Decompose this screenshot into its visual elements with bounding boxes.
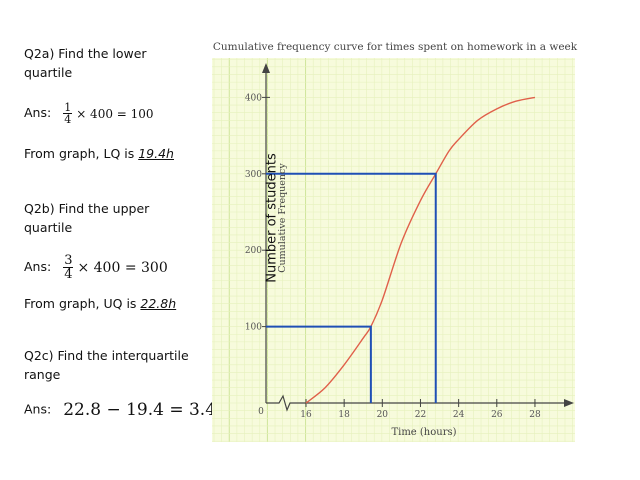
chart-title: Cumulative frequency curve for times spe… [213,41,578,53]
x-tick-label: 26 [491,410,503,420]
x-tick-label: 20 [377,410,389,420]
formula-rest: × 400 = 300 [77,259,168,276]
x-axis-arrow [564,399,574,407]
grid [212,58,575,442]
q2c-heading-cont: range [24,367,61,382]
y-tick-label: 100 [245,323,262,333]
marks [266,96,536,404]
q2a-formula: 1 4 × 400 = 100 [63,101,154,126]
formula-rest: × 400 = 100 [76,106,154,121]
result-prefix: From graph, UQ is [24,296,141,311]
q2a-heading: Q2a) Find the lower [24,46,147,61]
x-axis-line-with-break [266,394,566,412]
y-axis-arrow [262,63,270,73]
q2c-answer: Ans: 22.8 − 19.4 = 3.4 [24,400,216,420]
quartile-line-uq [266,172,437,403]
axes: 0 16 18 20 22 24 26 28 100 200 300 400 [245,63,574,420]
x-tick-label: 18 [338,410,350,420]
ans-label: Ans: [24,259,52,274]
x-tick-label: 28 [529,410,541,420]
q2a-heading-cont: quartile [24,65,73,80]
y-tick-label: 300 [245,170,262,180]
x-axis-label: Time (hours) [391,427,456,438]
x-tick-label: 22 [415,410,426,420]
cumulative-frequency-curve [305,96,536,404]
x-tick-label: 24 [453,410,465,420]
x-tick-label: 16 [300,410,312,420]
y-tick-label: 400 [245,93,262,103]
q2b-heading: Q2b) Find the upper [24,201,150,216]
quartile-line-lq [266,325,372,403]
y-axis-label: Cumulative Frequency [277,163,289,273]
iqr-formula: 22.8 − 19.4 = 3.4 [63,400,217,420]
q2b-formula: 3 4 × 400 = 300 [63,254,168,281]
q2a-result: From graph, LQ is 19.4h [24,146,174,161]
q2c-heading: Q2c) Find the interquartile [24,348,189,363]
numerator: 1 [63,101,73,114]
q2b-result: From graph, UQ is 22.8h [24,296,176,311]
numerator: 3 [63,253,74,268]
uq-value: 22.8h [140,296,177,311]
ans-label: Ans: [24,401,52,417]
q2a-answer: Ans: 1 4 × 400 = 100 [24,102,154,125]
ans-label: Ans: [24,105,52,120]
denominator: 4 [64,113,72,126]
result-prefix: From graph, LQ is [24,146,139,161]
origin-label: 0 [258,407,264,417]
q2b-heading-cont: quartile [24,220,73,235]
denominator: 4 [64,267,73,282]
y-tick-label: 200 [245,246,262,256]
lq-value: 19.4h [138,146,174,161]
q2b-answer: Ans: 3 4 × 400 = 300 [24,254,168,281]
